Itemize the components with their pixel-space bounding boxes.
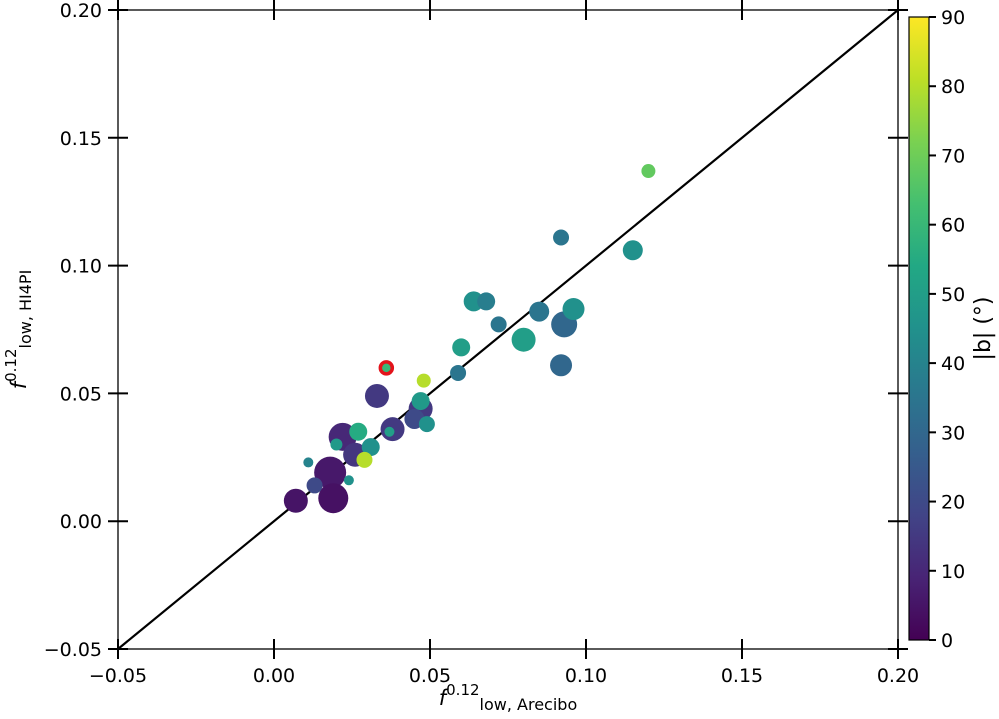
x-tick-label: 0.00	[253, 665, 295, 687]
data-point	[553, 229, 570, 246]
data-point	[529, 301, 550, 322]
colorbar: 0 10 20 30 40 50 60 70 80 90 |b| (°)	[908, 7, 996, 652]
data-points-layer	[283, 164, 656, 514]
colorbar-label: |b| (°)	[971, 297, 996, 361]
data-point	[330, 438, 343, 451]
colorbar-tick-label: 90	[941, 7, 965, 29]
colorbar-tick-label: 30	[941, 422, 965, 444]
x-tick-label: 0.20	[877, 665, 919, 687]
data-point	[641, 164, 656, 179]
plot-frame	[117, 9, 899, 650]
y-axis-label-subscript: low, HI4PI	[16, 270, 35, 349]
data-point	[349, 422, 368, 441]
data-point	[450, 364, 467, 381]
x-tick-label: −0.05	[89, 665, 147, 687]
data-point	[418, 416, 435, 433]
data-point	[511, 327, 536, 352]
data-point	[343, 475, 354, 486]
data-point	[318, 483, 349, 514]
y-axis-label-base: f	[7, 378, 31, 389]
reference-line-layer	[117, 9, 899, 650]
data-point	[452, 338, 471, 357]
data-point	[490, 316, 507, 333]
data-point	[314, 456, 347, 489]
data-point	[384, 426, 395, 437]
data-point	[562, 298, 585, 321]
data-point	[364, 383, 389, 408]
y-axis-label: f0.12low, HI4PI	[2, 270, 35, 390]
colorbar-tick-label: 40	[941, 353, 965, 375]
y-tick-label: 0.10	[60, 256, 102, 278]
data-point	[477, 292, 496, 311]
data-point	[361, 438, 380, 457]
x-axis-label: f0.12low, Arecibo	[439, 681, 578, 714]
data-point	[411, 392, 430, 411]
colorbar-tick-label: 50	[941, 284, 965, 306]
colorbar-gradient	[908, 16, 930, 641]
data-point	[622, 240, 643, 261]
x-axis-label-subscript: low, Arecibo	[480, 695, 578, 714]
data-point	[416, 373, 431, 388]
x-tick-label: 0.10	[565, 665, 607, 687]
y-axis-label-superscript: 0.12	[2, 348, 20, 381]
data-point	[356, 451, 373, 468]
colorbar-tick-label: 0	[941, 630, 953, 652]
y-tick-label: 0.15	[60, 128, 102, 150]
y-tick-label: 0.20	[60, 0, 102, 22]
colorbar-tick-label: 60	[941, 215, 965, 237]
colorbar-tick-label: 80	[941, 76, 965, 98]
data-point	[550, 354, 573, 377]
colorbar-tick-label: 20	[941, 492, 965, 514]
one-to-one-line	[117, 9, 899, 650]
colorbar-tick-label: 70	[941, 145, 965, 167]
data-point	[283, 488, 308, 513]
colorbar-tick-label: 10	[941, 561, 965, 583]
data-point	[303, 457, 314, 468]
axes-layer: −0.05 0.00 0.05 0.10 0.15 0.20 −0.05 0.00 0.05 0.…	[44, 0, 919, 687]
x-tick-label: 0.15	[721, 665, 763, 687]
x-tick-label: 0.05	[409, 665, 451, 687]
colorbar-ticks: 0 10 20 30 40 50 60 70 80 90	[929, 7, 965, 652]
x-axis-label-superscript: 0.12	[446, 681, 479, 699]
data-point	[306, 477, 323, 494]
y-tick-label: 0.00	[60, 511, 102, 533]
x-axis-label-base: f	[439, 686, 450, 710]
highlighted-data-point	[378, 360, 395, 376]
y-tick-label: −0.05	[44, 639, 102, 661]
y-tick-label: 0.05	[60, 383, 102, 405]
